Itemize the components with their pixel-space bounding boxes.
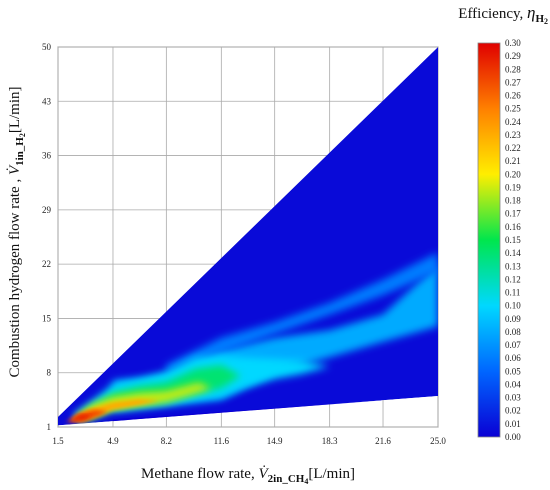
colorbar-title: Efficiency, ηH2 <box>458 3 548 26</box>
y-tick-label: 36 <box>42 151 52 161</box>
colorbar-tick-label: 0.27 <box>505 77 521 87</box>
surface-region-7 <box>69 414 92 422</box>
colorbar-tick-label: 0.11 <box>505 288 520 298</box>
x-axis-label-symbol: V̇ <box>258 466 269 482</box>
y-axis-label-main: Combustion hydrogen flow rate , <box>7 175 23 377</box>
colorbar-tick-label: 0.09 <box>505 314 521 324</box>
x-tick-label: 14.9 <box>267 436 283 446</box>
colorbar-tick-label: 0.17 <box>505 209 521 219</box>
y-tick-label: 50 <box>42 42 52 52</box>
colorbar-tick-labels: 0.30 0.29 0.28 0.27 0.26 0.25 0.24 0.23 0.22 0.21… <box>505 38 521 442</box>
colorbar-tick-label: 0.24 <box>505 117 521 127</box>
x-tick-label: 8.2 <box>161 436 172 446</box>
colorbar-title-sub2: 2 <box>544 17 548 26</box>
colorbar-tick-label: 0.02 <box>505 406 521 416</box>
colorbar-tick-label: 0.21 <box>505 156 521 166</box>
x-tick-label: 4.9 <box>107 436 119 446</box>
y-tick-label: 8 <box>47 368 52 378</box>
colorbar-tick-label: 0.03 <box>505 393 521 403</box>
y-tick-label: 22 <box>42 259 51 269</box>
colorbar-tick-label: 0.19 <box>505 182 521 192</box>
colorbar-tick-label: 0.14 <box>505 248 521 258</box>
colorbar-tick-label: 0.01 <box>505 419 521 429</box>
colorbar-gradient <box>477 42 501 438</box>
y-tick-label: 43 <box>42 96 52 106</box>
y-tick-label: 29 <box>42 205 52 215</box>
colorbar-tick-label: 0.06 <box>505 353 521 363</box>
colorbar-tick-label: 0.18 <box>505 196 521 206</box>
colorbar-tick-label: 0.20 <box>505 169 521 179</box>
colorbar-tick-label: 0.25 <box>505 104 521 114</box>
colorbar-title-symbol: η <box>527 3 535 22</box>
x-axis-label-sub2: 4 <box>304 477 308 486</box>
x-tick-label: 21.6 <box>375 436 391 446</box>
colorbar-title-sub: H <box>535 13 544 25</box>
x-tick-label: 1.5 <box>52 436 64 446</box>
colorbar-tick-label: 0.22 <box>505 143 521 153</box>
colorbar-tick-label: 0.26 <box>505 91 521 101</box>
colorbar: Efficiency, ηH2 0.30 0.29 0.28 0.27 0.26 0.25… <box>458 3 548 442</box>
y-tick-label: 1 <box>47 422 52 432</box>
colorbar-tick-label: 0.04 <box>505 379 521 389</box>
colorbar-tick-label: 0.00 <box>505 432 521 442</box>
colorbar-tick-label: 0.05 <box>505 366 521 376</box>
y-axis-label-sub: 1in_H <box>14 137 26 166</box>
y-axis-label-symbol: V̇ <box>7 164 23 175</box>
colorbar-tick-label: 0.23 <box>505 130 521 140</box>
y-tick-labels: 1 8 15 22 29 36 43 50 <box>42 42 52 432</box>
x-axis-label: Methane flow rate, V̇2in_CH4[L/min] <box>141 466 355 486</box>
colorbar-tick-label: 0.07 <box>505 340 521 350</box>
surface-region-1 <box>166 252 438 373</box>
colorbar-tick-label: 0.28 <box>505 64 521 74</box>
x-tick-label: 11.6 <box>214 436 230 446</box>
x-tick-label: 25.0 <box>430 436 446 446</box>
y-axis-label: Combustion hydrogen flow rate , V̇1in_H2… <box>7 86 27 377</box>
plot-area <box>57 46 439 428</box>
y-axis-label-sub2: 2 <box>18 133 27 137</box>
colorbar-tick-label: 0.30 <box>505 38 521 48</box>
colorbar-tick-label: 0.29 <box>505 51 521 61</box>
colorbar-tick-label: 0.15 <box>505 235 521 245</box>
colorbar-tick-label: 0.10 <box>505 301 521 311</box>
colorbar-tick-label: 0.16 <box>505 222 521 232</box>
x-tick-labels: 1.5 4.9 8.2 11.6 14.9 18.3 21.6 25.0 <box>52 436 446 446</box>
y-axis-label-unit: [L/min] <box>7 86 23 133</box>
y-tick-label: 15 <box>42 313 52 323</box>
colorbar-title-main: Efficiency, <box>458 6 527 22</box>
colorbar-tick-label: 0.13 <box>505 261 521 271</box>
x-axis-label-sub: 2in_CH <box>268 473 305 485</box>
x-axis-label-main: Methane flow rate, <box>141 466 258 482</box>
colorbar-tick-label: 0.08 <box>505 327 521 337</box>
x-tick-label: 18.3 <box>322 436 338 446</box>
colorbar-tick-label: 0.12 <box>505 274 521 284</box>
x-axis-label-unit: [L/min] <box>308 466 355 482</box>
